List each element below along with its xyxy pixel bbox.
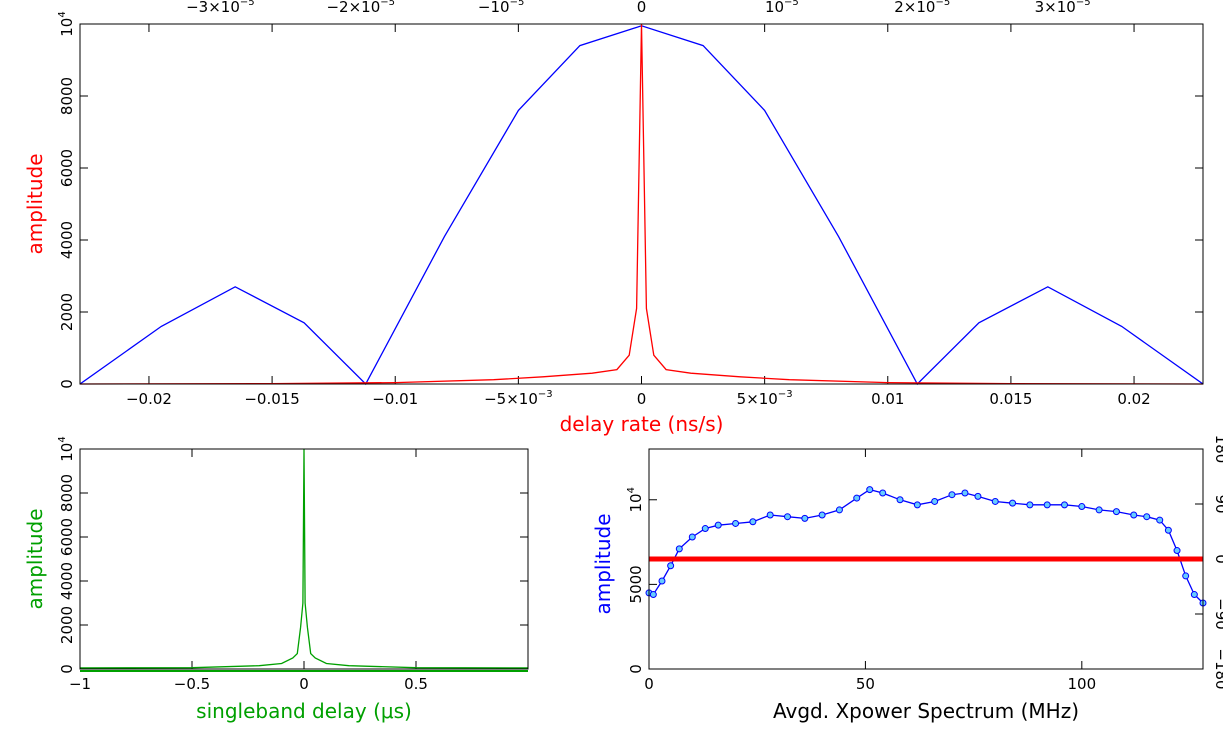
delay-rate-ylabel: amplitude — [23, 153, 47, 254]
delay-rate-ytick-label: 0 — [58, 379, 76, 389]
delay-rate-xtick-label: −5×10−3 — [484, 389, 553, 408]
xpower-spectrum-amplitude-point — [896, 496, 904, 504]
xpower-spectrum-phase-tick-label: 180 — [1212, 435, 1223, 464]
delay-rate-xtick-label: 0.02 — [1117, 390, 1150, 408]
delay-rate-xtick-label: −0.02 — [126, 390, 172, 408]
xpower-spectrum-amplitude-point — [784, 513, 791, 521]
xpower-spectrum-amplitude-point — [1078, 503, 1086, 511]
xpower-spectrum-amplitude-point — [1009, 499, 1017, 507]
xpower-spectrum-amplitude-point — [931, 497, 939, 505]
xpower-spectrum-ytick-label: 0 — [627, 664, 645, 674]
xpower-spectrum-phase-tick-label: 0 — [1212, 554, 1223, 564]
singleband-delay-ytick-label: 8000 — [58, 474, 76, 512]
delay-rate-ytick-label-right: 0 — [1219, 379, 1223, 389]
delay-rate-frame — [79, 23, 1204, 385]
xpower-spectrum-ytick-label: 5000 — [627, 565, 645, 603]
singleband-delay-ytick-label: 2000 — [58, 606, 76, 644]
delay-rate-ytick-label: 2000 — [58, 293, 76, 331]
xpower-spectrum-amplitude-point — [879, 489, 887, 497]
singleband-delay-ytick-label: 4000 — [58, 562, 76, 600]
delay-rate-ytick-label-right: 8000 — [1219, 77, 1223, 115]
xpower-spectrum-amplitude-point — [818, 511, 826, 519]
delay-rate-ytick-label-right: 4000 — [1219, 221, 1223, 259]
singleband-delay-xtick-label: −1 — [69, 675, 91, 693]
delay-rate-top-tick-label: −2×10−5 — [326, 0, 395, 16]
xpower-spectrum-amplitude-point — [866, 486, 874, 494]
xpower-spectrum-amplitude-point — [766, 511, 774, 519]
xpower-spectrum-amplitude-point — [853, 494, 861, 502]
delay-rate-ytick-label: 4000 — [58, 221, 76, 259]
xpower-spectrum-series — [645, 486, 1207, 607]
singleband-delay-ytick-label: 0 — [58, 664, 76, 674]
singleband-delay-xtick-label: 0.5 — [404, 675, 428, 693]
xpower-spectrum-amplitude-point — [801, 514, 809, 522]
delay-rate-ytick-label-right: 104 — [1219, 11, 1223, 36]
xpower-spectrum-amplitude-point — [991, 497, 999, 505]
delay-rate-ticks: −0.02 −0.015 −0.01 −5×10−3 0 5×10−3 0.01 0.015 0… — [57, 11, 1223, 408]
singleband-delay-frame — [79, 448, 529, 670]
delay-rate-xtick-label: 0.01 — [871, 390, 904, 408]
delay-rate-panel: −3×10−5 −2×10−5 −10−5 0 10−5 2×10−5 3×10−5 −0.… — [23, 0, 1223, 436]
xpower-spectrum-amplitude-point — [1164, 526, 1172, 534]
delay-rate-xlabel: delay rate (ns/s) — [560, 412, 724, 436]
delay-rate-ytick-label: 8000 — [58, 77, 76, 115]
xpower-spectrum-amplitude-point — [961, 489, 969, 497]
xpower-spectrum-amplitude-point — [913, 501, 921, 509]
xpower-spectrum-amplitude-point — [1173, 547, 1181, 555]
xpower-spectrum-amplitude-point — [649, 591, 657, 599]
xpower-spectrum-xtick-label: 50 — [856, 675, 875, 693]
delay-rate-ytick-label: 6000 — [58, 149, 76, 187]
singleband-delay-xtick-label: 0 — [299, 675, 309, 693]
xpower-spectrum-phase-tick-label: 90 — [1212, 494, 1223, 513]
delay-rate-top-tick-label: −3×10−5 — [186, 0, 255, 16]
xpower-spectrum-amplitude-point — [714, 521, 722, 529]
delay-rate-xtick-label: 0 — [637, 390, 647, 408]
delay-rate-ytick-label-right: 6000 — [1219, 149, 1223, 187]
delay-rate-ytick-label-right: 2000 — [1219, 293, 1223, 331]
xpower-spectrum-amplitude-point — [675, 545, 683, 553]
xpower-spectrum-xlabel: Avgd. Xpower Spectrum (MHz) — [773, 699, 1079, 723]
xpower-spectrum-amplitude-point — [1190, 591, 1198, 599]
xpower-spectrum-phase-tick-label: −180 — [1212, 648, 1223, 689]
xpower-spectrum-xtick-label: 100 — [1067, 675, 1096, 693]
xpower-spectrum-amplitude-point — [701, 525, 709, 533]
singleband-delay-ylabel: amplitude — [23, 508, 47, 609]
xpower-spectrum-amplitude-point — [1112, 508, 1120, 516]
xpower-spectrum-amplitude-point — [1143, 513, 1151, 521]
xpower-spectrum-amplitude-point — [835, 506, 843, 514]
delay-rate-top-tick-label: 0 — [637, 0, 647, 16]
xpower-spectrum-xtick-label: 0 — [644, 675, 654, 693]
xpower-spectrum-amplitude-point — [1061, 501, 1068, 509]
singleband-delay-xtick-label: −0.5 — [174, 675, 210, 693]
xpower-spectrum-amplitude-point — [658, 577, 666, 585]
xpower-spectrum-amplitude-point — [688, 533, 696, 541]
xpower-spectrum-amplitude-point — [749, 518, 757, 526]
xpower-spectrum-phase-tick-label: −90 — [1212, 598, 1223, 630]
delay-rate-xtick-label: 0.015 — [989, 390, 1032, 408]
xpower-spectrum-ylabel: amplitude — [591, 513, 615, 614]
xpower-spectrum-amplitude-point — [667, 562, 675, 570]
xpower-spectrum-amplitude-point — [974, 492, 982, 500]
xpower-spectrum-amplitude-line — [648, 488, 1204, 604]
xpower-spectrum-amplitude-point — [1130, 511, 1138, 519]
xpower-spectrum-frame — [648, 448, 1204, 670]
delay-rate-xtick-label: −0.015 — [244, 390, 300, 408]
xpower-spectrum-amplitude-point — [948, 491, 956, 499]
xpower-spectrum-amplitude-point — [732, 519, 740, 527]
singleband-delay-ytick-label: 6000 — [58, 518, 76, 556]
delay-rate-xtick-label: −0.01 — [372, 390, 418, 408]
singleband-delay-xlabel: singleband delay (μs) — [196, 699, 412, 723]
xpower-spectrum-amplitude-point — [1156, 516, 1164, 524]
xpower-spectrum-amplitude-point — [1095, 506, 1103, 514]
xpower-spectrum-amplitude-point — [1043, 501, 1051, 509]
xpower-spectrum-amplitude-point — [1182, 572, 1190, 580]
xpower-spectrum-amplitude-point — [1026, 501, 1034, 509]
